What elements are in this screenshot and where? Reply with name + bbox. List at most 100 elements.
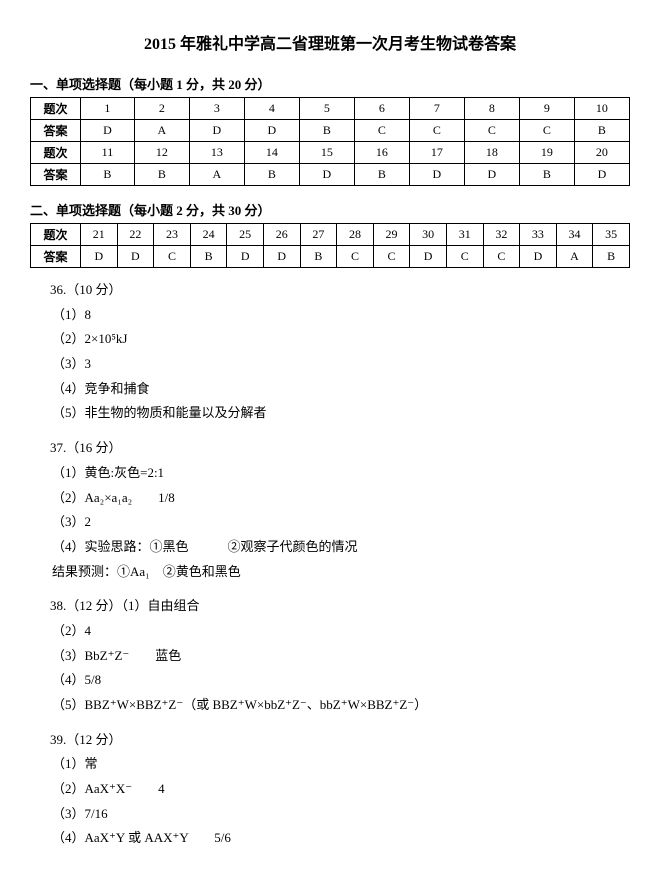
- row-label-q: 题次: [31, 98, 81, 120]
- cell: 29: [373, 224, 410, 246]
- q36-block: 36.（10 分） （1）8 （2）2×10⁵kJ （3）3 （4）竞争和捕食 …: [50, 278, 630, 426]
- row-label-a: 答案: [31, 120, 81, 142]
- q37-2: （2）Aa₂×a₁a₂ 1/8: [52, 486, 630, 511]
- q38-head: 38.（12 分）（1）自由组合: [50, 594, 630, 619]
- cell: D: [574, 164, 629, 186]
- cell: B: [299, 120, 354, 142]
- cell: 3: [189, 98, 244, 120]
- cell: 9: [519, 98, 574, 120]
- cell: A: [134, 120, 189, 142]
- cell: B: [519, 164, 574, 186]
- cell: 7: [409, 98, 464, 120]
- cell: 6: [354, 98, 409, 120]
- cell: D: [81, 120, 135, 142]
- page-title: 2015 年雅礼中学高二省理班第一次月考生物试卷答案: [30, 30, 630, 54]
- cell: D: [227, 246, 264, 268]
- q38-3: （3）BbZ⁺Z⁻ 蓝色: [52, 644, 630, 669]
- q37-4: （4）实验思路：①黑色 ②观察子代颜色的情况: [52, 535, 630, 560]
- cell: 21: [81, 224, 118, 246]
- q39-2: （2）AaX⁺X⁻ 4: [52, 777, 630, 802]
- q38-block: 38.（12 分）（1）自由组合 （2）4 （3）BbZ⁺Z⁻ 蓝色 （4）5/…: [50, 594, 630, 717]
- cell: C: [337, 246, 374, 268]
- q38-2: （2）4: [52, 619, 630, 644]
- table-row: 答案 B B A B D B D D B D: [31, 164, 630, 186]
- cell: D: [410, 246, 447, 268]
- cell: C: [354, 120, 409, 142]
- cell: 27: [300, 224, 337, 246]
- cell: 23: [154, 224, 191, 246]
- cell: 20: [574, 142, 629, 164]
- q37-head: 37.（16 分）: [50, 436, 630, 461]
- q38-4: （4）5/8: [52, 668, 630, 693]
- cell: D: [81, 246, 118, 268]
- q37-3: （3）2: [52, 510, 630, 535]
- cell: D: [189, 120, 244, 142]
- cell: C: [409, 120, 464, 142]
- cell: B: [354, 164, 409, 186]
- cell: D: [299, 164, 354, 186]
- row-label-q: 题次: [31, 224, 81, 246]
- q36-head: 36.（10 分）: [50, 278, 630, 303]
- cell: 28: [337, 224, 374, 246]
- cell: 33: [520, 224, 557, 246]
- cell: B: [300, 246, 337, 268]
- cell: D: [409, 164, 464, 186]
- cell: C: [519, 120, 574, 142]
- section1-heading: 一、单项选择题（每小题 1 分，共 20 分）: [30, 74, 630, 93]
- table-row: 题次 21 22 23 24 25 26 27 28 29 30 31 32 3…: [31, 224, 630, 246]
- cell: C: [373, 246, 410, 268]
- cell: 11: [81, 142, 135, 164]
- q39-block: 39.（12 分） （1）常 （2）AaX⁺X⁻ 4 （3）7/16 （4）Aa…: [50, 728, 630, 851]
- cell: C: [483, 246, 520, 268]
- row-label-a: 答案: [31, 164, 81, 186]
- q37-1: （1）黄色:灰色=2:1: [52, 461, 630, 486]
- q39-1: （1）常: [52, 752, 630, 777]
- cell: 5: [299, 98, 354, 120]
- row-label-a: 答案: [31, 246, 81, 268]
- cell: D: [520, 246, 557, 268]
- table-row: 题次 11 12 13 14 15 16 17 18 19 20: [31, 142, 630, 164]
- q37-block: 37.（16 分） （1）黄色:灰色=2:1 （2）Aa₂×a₁a₂ 1/8 （…: [50, 436, 630, 584]
- cell: B: [81, 164, 135, 186]
- q36-5: （5）非生物的物质和能量以及分解者: [52, 401, 630, 426]
- cell: 25: [227, 224, 264, 246]
- cell: 35: [593, 224, 630, 246]
- cell: C: [446, 246, 483, 268]
- q36-2: （2）2×10⁵kJ: [52, 327, 630, 352]
- cell: C: [154, 246, 191, 268]
- table-row: 答案 D A D D B C C C C B: [31, 120, 630, 142]
- cell: 10: [574, 98, 629, 120]
- cell: A: [556, 246, 593, 268]
- q36-3: （3）3: [52, 352, 630, 377]
- q37-5: 结果预测：①Aa₁ ②黄色和黑色: [52, 560, 630, 585]
- cell: 15: [299, 142, 354, 164]
- cell: 17: [409, 142, 464, 164]
- cell: 22: [117, 224, 154, 246]
- cell: 16: [354, 142, 409, 164]
- table-section1: 题次 1 2 3 4 5 6 7 8 9 10 答案 D A D D B C C…: [30, 97, 630, 186]
- q39-head: 39.（12 分）: [50, 728, 630, 753]
- cell: D: [464, 164, 519, 186]
- cell: 30: [410, 224, 447, 246]
- q36-1: （1）8: [52, 303, 630, 328]
- cell: 14: [244, 142, 299, 164]
- cell: B: [593, 246, 630, 268]
- cell: D: [263, 246, 300, 268]
- cell: 32: [483, 224, 520, 246]
- cell: 8: [464, 98, 519, 120]
- cell: 4: [244, 98, 299, 120]
- q36-4: （4）竞争和捕食: [52, 377, 630, 402]
- cell: 34: [556, 224, 593, 246]
- cell: D: [244, 120, 299, 142]
- section2-heading: 二、单项选择题（每小题 2 分，共 30 分）: [30, 200, 630, 219]
- cell: 26: [263, 224, 300, 246]
- cell: 1: [81, 98, 135, 120]
- cell: C: [464, 120, 519, 142]
- q39-4: （4）AaX⁺Y 或 AAX⁺Y 5/6: [52, 826, 630, 851]
- cell: 12: [134, 142, 189, 164]
- table-section2: 题次 21 22 23 24 25 26 27 28 29 30 31 32 3…: [30, 223, 630, 268]
- cell: 19: [519, 142, 574, 164]
- cell: 13: [189, 142, 244, 164]
- cell: 2: [134, 98, 189, 120]
- cell: B: [190, 246, 227, 268]
